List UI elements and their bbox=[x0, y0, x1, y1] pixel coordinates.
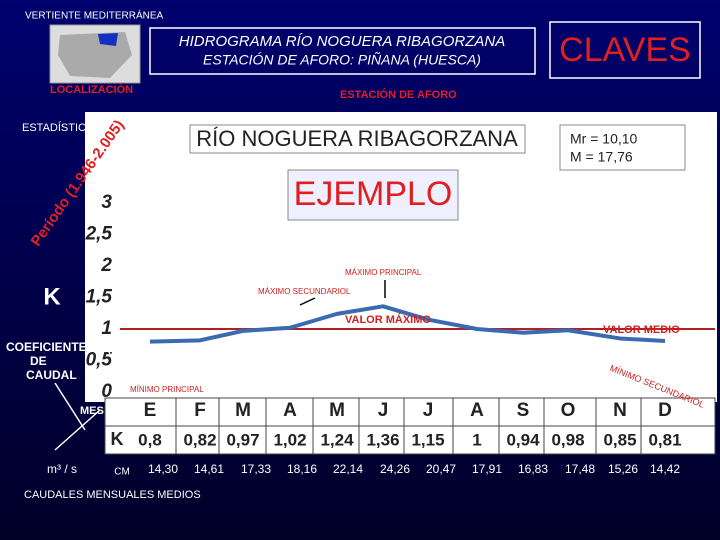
y-tick-label: 0 bbox=[101, 381, 112, 402]
annotation: VALOR MEDIO bbox=[603, 324, 680, 336]
y-tick-label: 0,5 bbox=[86, 350, 113, 371]
k-value: 1,02 bbox=[273, 430, 306, 449]
x-tick-label: J bbox=[378, 400, 389, 421]
map-basin bbox=[98, 33, 118, 46]
annotation: MÁXIMO PRINCIPAL bbox=[345, 268, 422, 277]
flow-value: 17,33 bbox=[241, 462, 271, 476]
x-tick-label: S bbox=[517, 400, 530, 421]
k-value: 0,8 bbox=[138, 430, 162, 449]
annotation: MÍNIMO PRINCIPAL bbox=[130, 385, 204, 394]
x-tick-label: D bbox=[658, 400, 672, 421]
annotation: MÁXIMO SECUNDARIOL bbox=[258, 287, 351, 296]
annotation: VALOR MÍNIMO bbox=[107, 345, 196, 360]
y-tick-label: 1,5 bbox=[86, 287, 113, 308]
keys: CLAVES bbox=[559, 31, 691, 69]
keys-box bbox=[549, 21, 701, 79]
coef-label: DE bbox=[30, 354, 47, 368]
k-value: 0,97 bbox=[226, 430, 259, 449]
flow-value: 14,30 bbox=[148, 462, 178, 476]
flow-value: 20,47 bbox=[426, 462, 456, 476]
m: M = 17,76 bbox=[570, 149, 633, 165]
flow-unit-short: CM bbox=[114, 467, 130, 478]
flow-value: 17,91 bbox=[472, 462, 502, 476]
x-tick-label: M bbox=[235, 400, 251, 421]
example-box bbox=[287, 169, 459, 221]
k-value: 0,82 bbox=[183, 430, 216, 449]
title-box bbox=[149, 27, 536, 75]
x-tick-label: M bbox=[329, 400, 345, 421]
k-value: 0,85 bbox=[603, 430, 636, 449]
y-tick-label: 2 bbox=[100, 255, 112, 276]
flow-value: 18,16 bbox=[287, 462, 317, 476]
flow-value: 22,14 bbox=[333, 462, 363, 476]
coef-label: COEFICIENTE bbox=[6, 340, 87, 354]
x-tick-label: J bbox=[423, 400, 434, 421]
flow-value: 14,42 bbox=[650, 462, 680, 476]
header: VERTIENTE MEDITERRÁNEA bbox=[25, 9, 163, 22]
k-value: 0,81 bbox=[648, 430, 681, 449]
y-tick-label: 1 bbox=[101, 318, 112, 339]
arrows bbox=[54, 280, 386, 451]
flow-value: 24,26 bbox=[380, 462, 410, 476]
x-tick-label: E bbox=[144, 400, 157, 421]
subtitle: ESTACIÓN DE AFORO: PIÑANA (HUESCA) bbox=[203, 52, 481, 68]
flow-unit: m³ / s bbox=[47, 462, 77, 476]
coef-label: CAUDAL bbox=[26, 368, 77, 382]
flow-value: 16,83 bbox=[518, 462, 548, 476]
statistics: ESTADÍSTICA bbox=[22, 121, 94, 134]
k-value: 0,94 bbox=[506, 430, 540, 449]
k-value: 0,98 bbox=[551, 430, 584, 449]
flow-value: 17,48 bbox=[565, 462, 595, 476]
footer: CAUDALES MENSUALES MEDIOS bbox=[24, 489, 201, 501]
flow-value: 14,61 bbox=[194, 462, 224, 476]
k-value: 1,15 bbox=[411, 430, 444, 449]
example: EJEMPLO bbox=[294, 175, 453, 213]
station: ESTACIÓN DE AFORO bbox=[340, 88, 457, 101]
x-tick-label: N bbox=[613, 400, 627, 421]
x-tick-label: F bbox=[194, 400, 206, 421]
annotation: VALOR MÁXIMO bbox=[345, 313, 431, 326]
y-tick-label: 3 bbox=[101, 192, 112, 213]
x-tick-label: A bbox=[470, 400, 484, 421]
chart-title-box bbox=[189, 124, 526, 154]
chart-title: RÍO NOGUERA RIBAGORZANA bbox=[196, 126, 518, 151]
mr: Mr = 10,10 bbox=[570, 131, 638, 147]
x-tick-label: O bbox=[561, 400, 576, 421]
k-value: 1,36 bbox=[366, 430, 399, 449]
k-symbol: K bbox=[43, 283, 61, 310]
k-value: 1 bbox=[472, 430, 481, 449]
flow-value: 15,26 bbox=[608, 462, 638, 476]
location: LOCALIZACIÓN bbox=[50, 83, 133, 96]
x-tick-label: A bbox=[283, 400, 297, 421]
table-row-label: K bbox=[111, 429, 124, 449]
y-tick-label: 2,5 bbox=[85, 224, 113, 245]
title: HIDROGRAMA RÍO NOGUERA RIBAGORZANA bbox=[179, 33, 505, 50]
stats-box bbox=[559, 124, 686, 171]
k-value: 1,24 bbox=[320, 430, 354, 449]
k-line bbox=[149, 304, 666, 344]
